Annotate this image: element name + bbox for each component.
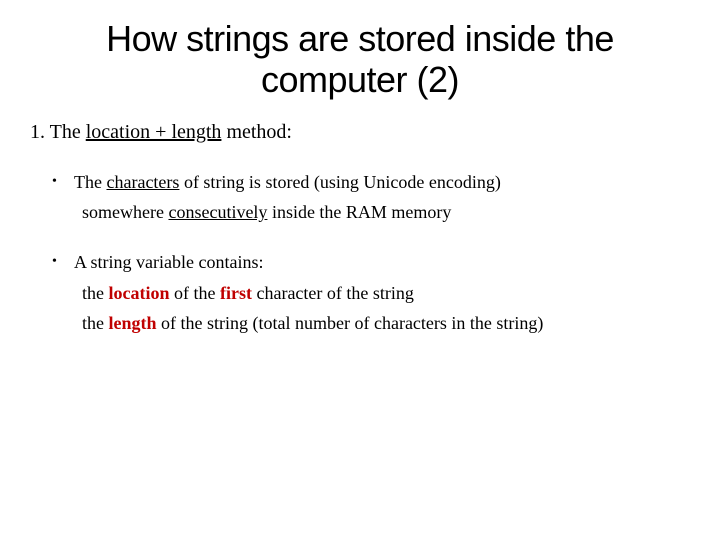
bullet-2-text: A string variable contains: the location… [74, 250, 690, 335]
b2-location: location [109, 283, 170, 303]
num-post: method: [221, 121, 292, 143]
b2-s2b: of the [170, 283, 220, 303]
slide-body: 1. The location + length method: • The c… [0, 101, 720, 335]
bullet-dot-icon: • [52, 170, 74, 225]
b2-s2c: character of the string [252, 283, 414, 303]
b1-seg1: The [74, 172, 106, 192]
b2-line3: the length of the string (total number o… [74, 311, 690, 335]
b2-first: first [220, 283, 252, 303]
b1-l2b: inside the RAM memory [267, 202, 451, 222]
b2-line1: A string variable contains: [74, 252, 263, 272]
num-pre: The [45, 121, 86, 143]
b1-seg2: of string is stored (using Unicode encod… [179, 172, 500, 192]
b1-line2: somewhere consecutively inside the RAM m… [74, 200, 690, 224]
bullet-item-2: • A string variable contains: the locati… [52, 250, 690, 335]
slide: How strings are stored inside the comput… [0, 0, 720, 540]
b1-l2a: somewhere [82, 202, 168, 222]
bullet-1-text: The characters of string is stored (usin… [74, 170, 690, 225]
b2-s3a: the [82, 313, 109, 333]
b2-s2a: the [82, 283, 109, 303]
bullet-dot-icon: • [52, 250, 74, 335]
b1-u2: consecutively [168, 202, 267, 222]
num-underline: location + length [86, 121, 222, 143]
title-line-1: How strings are stored inside the [106, 18, 614, 59]
slide-title: How strings are stored inside the comput… [0, 0, 720, 101]
bullet-item-1: • The characters of string is stored (us… [52, 170, 690, 225]
b1-u1: characters [106, 172, 179, 192]
b2-length: length [109, 313, 157, 333]
b2-s3b: of the string (total number of character… [157, 313, 544, 333]
num-index: 1. [30, 121, 45, 143]
bullet-list: • The characters of string is stored (us… [30, 170, 690, 335]
b2-line2: the location of the first character of t… [74, 281, 690, 305]
title-line-2: computer (2) [261, 59, 459, 100]
numbered-item-1: 1. The location + length method: [30, 119, 690, 146]
